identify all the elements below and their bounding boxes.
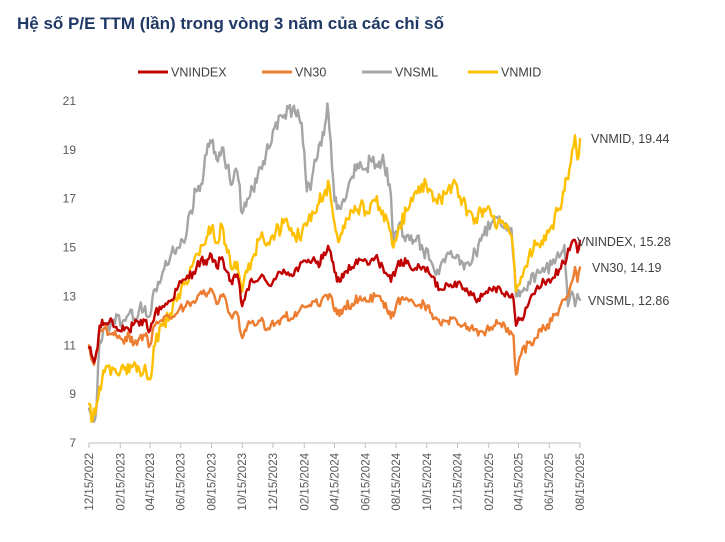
x-tick-label: 02/15/2025 [484,453,496,511]
series-line-vn30 [87,265,582,376]
y-tick-label: 19 [63,143,77,157]
x-tick-label: 08/15/2024 [391,452,403,510]
x-tick-label: 12/15/2022 [84,453,96,511]
y-tick-label: 9 [69,387,76,401]
end-label-vnmid: VNMID, 19.44 [591,132,670,146]
x-tick-label: 10/15/2024 [422,452,434,510]
legend-label-vnsml: VNSML [395,66,438,80]
x-tick-label: 10/15/2023 [237,453,249,511]
x-tick-label: 04/15/2024 [330,452,342,510]
series-line-vnmid [87,134,582,423]
x-tick-label: 08/15/2025 [575,453,587,511]
x-tick-label: 12/15/2024 [453,452,465,510]
plot-area [87,102,582,423]
x-tick-label: 12/15/2023 [268,453,280,511]
x-tick-label: 02/15/2024 [299,452,311,510]
end-label-vnsml: VNSML, 12.86 [588,294,669,308]
y-tick-label: 7 [69,436,76,450]
x-tick-label: 06/15/2023 [176,453,188,511]
legend-label-vnmid: VNMID [501,66,541,80]
x-tick-label: 06/15/2025 [544,453,556,511]
end-labels: VNINDEX, 15.28 VN30, 14.19 VNSML, 12.86 VNM… [577,132,671,308]
y-tick-label: 13 [63,289,77,303]
legend-label-vn30: VN30 [295,66,326,80]
x-axis: 12/15/2022 02/15/2023 04/15/2023 06/15/2023… [84,442,587,511]
y-tick-label: 11 [64,338,77,352]
legend: VNINDEX VN30 VNSML VNMID [138,66,541,80]
series-line-vnindex [87,238,582,364]
y-tick-label: 15 [63,241,77,255]
chart-title: Hệ số P/E TTM (lần) trong vòng 3 năm của… [17,14,444,33]
legend-label-vnindex: VNINDEX [171,66,227,80]
end-label-vn30: VN30, 14.19 [592,261,662,275]
y-axis: 21 19 17 15 13 11 9 7 [63,94,77,450]
x-tick-label: 02/15/2023 [115,453,127,511]
x-tick-label: 04/15/2025 [513,453,525,511]
x-tick-label: 06/15/2024 [360,452,372,510]
end-label-vnindex: VNINDEX, 15.28 [577,235,671,249]
y-tick-label: 17 [63,192,77,206]
series-line-vnsml [87,102,582,423]
x-tick-label: 08/15/2023 [206,453,218,511]
x-tick-label: 04/15/2023 [145,453,157,511]
y-tick-label: 21 [63,94,77,108]
